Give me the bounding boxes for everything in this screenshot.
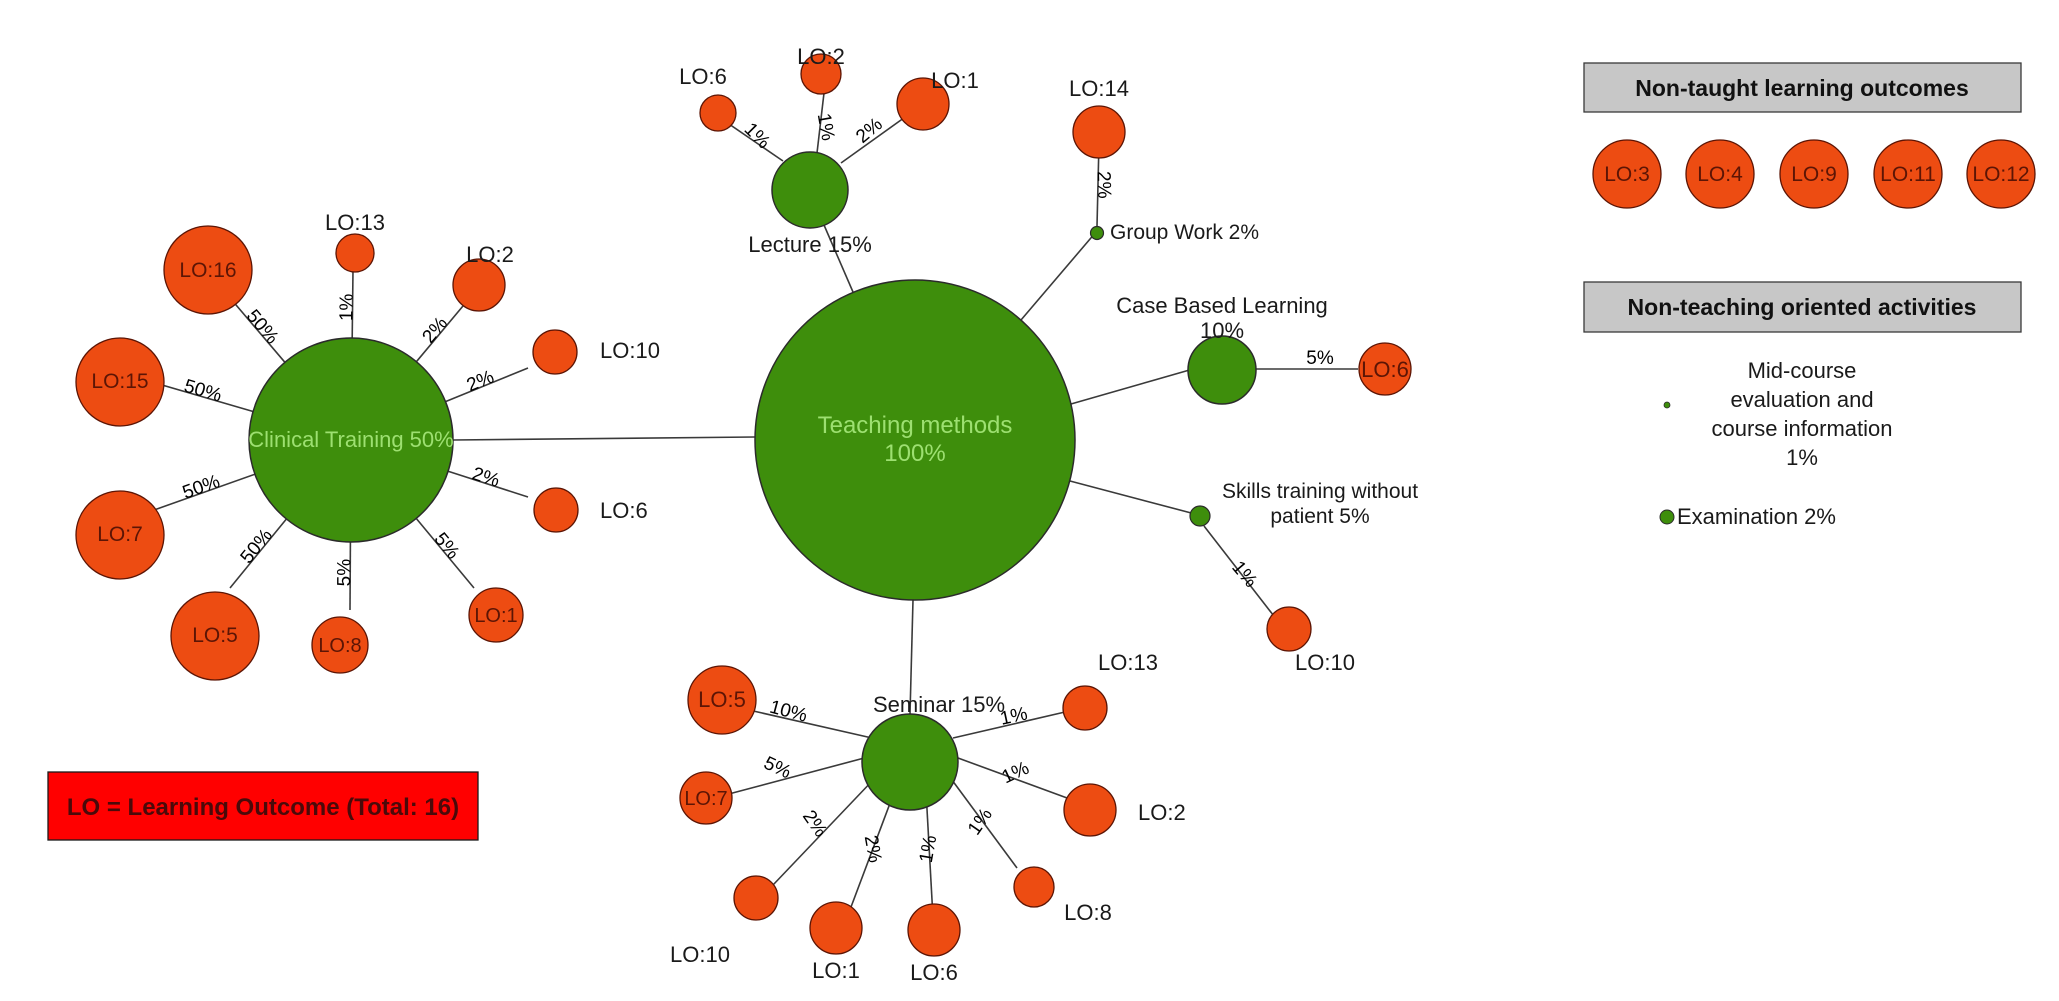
svg-text:Clinical Training 50%: Clinical Training 50% (248, 427, 453, 452)
svg-text:evaluation and: evaluation and (1730, 387, 1873, 412)
svg-text:LO:13: LO:13 (1098, 650, 1158, 675)
svg-text:LO:5: LO:5 (698, 687, 746, 712)
svg-text:LO:10: LO:10 (670, 942, 730, 967)
svg-text:Skills training without: Skills training without (1222, 480, 1418, 503)
svg-text:10%: 10% (1200, 318, 1244, 343)
svg-text:5%: 5% (1306, 348, 1334, 369)
svg-text:LO:1: LO:1 (931, 68, 979, 93)
svg-text:2%: 2% (1093, 171, 1115, 199)
svg-text:LO:16: LO:16 (179, 259, 236, 282)
svg-text:LO:2: LO:2 (1138, 800, 1186, 825)
svg-text:2%: 2% (860, 834, 885, 865)
svg-text:1%: 1% (1786, 445, 1818, 470)
svg-text:LO:3: LO:3 (1604, 163, 1650, 186)
svg-text:course information: course information (1712, 416, 1893, 441)
svg-text:5%: 5% (334, 559, 355, 587)
svg-text:50%: 50% (182, 376, 224, 407)
svg-text:5%: 5% (430, 529, 464, 564)
svg-text:Mid-course: Mid-course (1748, 358, 1857, 383)
svg-text:LO:14: LO:14 (1069, 76, 1129, 101)
svg-text:LO:8: LO:8 (1064, 900, 1112, 925)
svg-text:LO:10: LO:10 (600, 338, 660, 363)
svg-text:1%: 1% (740, 119, 774, 153)
svg-text:Seminar 15%: Seminar 15% (873, 692, 1005, 717)
svg-text:50%: 50% (242, 306, 283, 349)
svg-text:LO:5: LO:5 (192, 624, 238, 647)
svg-text:LO:10: LO:10 (1295, 650, 1355, 675)
svg-text:LO:7: LO:7 (97, 523, 143, 546)
svg-text:2%: 2% (419, 313, 453, 348)
svg-text:LO:8: LO:8 (318, 635, 361, 657)
svg-text:Non-taught learning outcomes: Non-taught learning outcomes (1635, 75, 1969, 101)
svg-text:2%: 2% (798, 807, 831, 842)
svg-text:LO:7: LO:7 (684, 788, 727, 810)
svg-text:LO:6: LO:6 (910, 960, 958, 985)
svg-text:LO:11: LO:11 (1880, 163, 1936, 186)
svg-text:Group Work 2%: Group Work 2% (1110, 221, 1259, 244)
svg-text:1%: 1% (813, 112, 838, 143)
svg-text:Lecture 15%: Lecture 15% (748, 232, 872, 257)
svg-text:Non-teaching oriented activiti: Non-teaching oriented activities (1628, 294, 1977, 320)
svg-text:LO:2: LO:2 (797, 44, 845, 69)
svg-text:LO:1: LO:1 (474, 605, 517, 627)
svg-text:1%: 1% (336, 293, 357, 321)
svg-text:patient 5%: patient 5% (1270, 505, 1369, 528)
svg-text:2%: 2% (852, 114, 887, 148)
svg-text:Teaching methods: Teaching methods (818, 412, 1013, 439)
svg-text:1%: 1% (998, 703, 1029, 729)
svg-text:LO = Learning Outcome (Total:: LO = Learning Outcome (Total: 16) (67, 794, 459, 821)
svg-text:LO:2: LO:2 (466, 242, 514, 267)
svg-text:5%: 5% (760, 753, 794, 784)
svg-text:LO:4: LO:4 (1697, 163, 1743, 186)
svg-text:LO:12: LO:12 (1972, 163, 2029, 186)
svg-text:LO:6: LO:6 (679, 64, 727, 89)
svg-text:LO:13: LO:13 (325, 210, 385, 235)
svg-text:1%: 1% (916, 834, 941, 865)
svg-text:LO:9: LO:9 (1791, 163, 1837, 186)
svg-text:Case Based Learning: Case Based Learning (1116, 293, 1328, 318)
svg-text:LO:6: LO:6 (600, 498, 648, 523)
svg-text:LO:15: LO:15 (91, 370, 148, 393)
svg-text:Examination 2%: Examination 2% (1677, 504, 1836, 529)
svg-text:LO:6: LO:6 (1361, 357, 1409, 382)
svg-text:50%: 50% (237, 525, 277, 568)
svg-text:100%: 100% (884, 440, 945, 467)
svg-text:10%: 10% (767, 697, 809, 727)
svg-text:LO:1: LO:1 (812, 958, 860, 983)
svg-text:50%: 50% (180, 471, 223, 504)
